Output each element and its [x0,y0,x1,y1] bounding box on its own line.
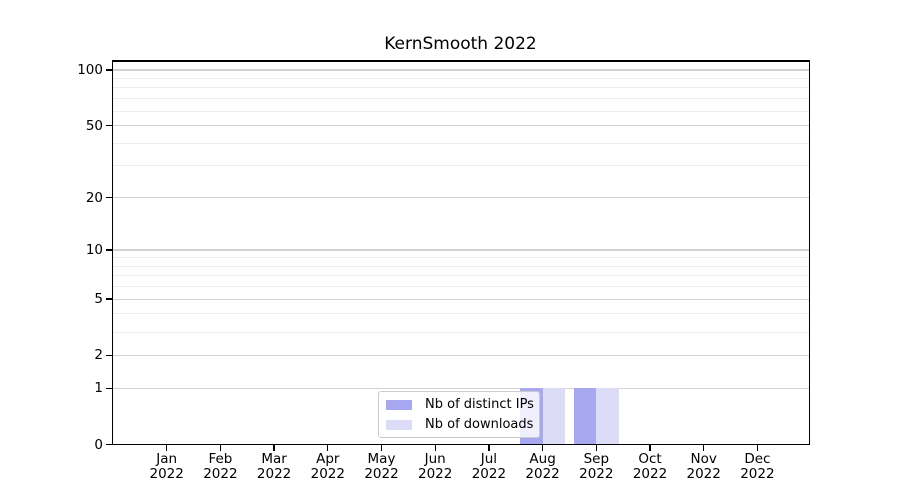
y-axis-tick [105,69,112,71]
x-axis-tick [166,445,168,452]
x-tick-label: May 2022 [364,451,399,482]
bar-sep-downloads [596,388,619,445]
minor-gridline [113,142,809,144]
x-tick-label: Sep 2022 [579,451,614,482]
x-tick-label: Dec 2022 [740,451,775,482]
major-gridline [113,249,809,251]
x-axis-tick [703,445,705,452]
left-spine [111,60,114,446]
x-tick-label: Apr 2022 [310,451,345,482]
legend-label-distinct-ips: Nb of distinct IPs [425,397,534,412]
right-spine [808,60,811,446]
y-tick-label: 100 [77,62,103,79]
y-axis-tick [105,298,112,300]
x-axis-tick [380,445,383,452]
x-axis-tick [541,445,544,452]
y-tick-label: 10 [85,241,103,258]
major-gridline [113,387,809,389]
major-gridline [113,354,809,356]
x-tick-label: Aug 2022 [525,451,560,482]
major-gridline [113,298,809,300]
minor-gridline [113,257,809,259]
legend: Nb of distinct IPs Nb of downloads [378,391,540,438]
legend-item-distinct-ips: Nb of distinct IPs [386,396,534,413]
minor-gridline [113,165,809,167]
minor-gridline [113,110,809,112]
minor-gridline [113,331,809,333]
y-axis-tick [105,196,112,199]
x-axis-tick [649,445,651,452]
y-axis-tick [105,354,112,357]
x-tick-label: Jul 2022 [471,451,507,482]
x-axis-tick [756,445,759,452]
legend-swatch-downloads-icon [386,419,412,430]
y-tick-label: 1 [94,380,103,397]
y-axis-tick [105,387,112,389]
x-axis-tick [488,445,490,452]
major-gridline [113,69,809,71]
legend-item-downloads: Nb of downloads [386,416,534,433]
x-axis-tick [273,445,275,452]
minor-gridline [113,78,809,80]
x-tick-label: Oct 2022 [632,451,668,482]
x-tick-label: Jun 2022 [418,451,453,482]
x-axis-tick [434,445,436,452]
major-gridline [113,124,809,127]
legend-label-downloads: Nb of downloads [425,417,534,432]
x-axis-tick [595,445,597,452]
bar-sep-distinct-ips [573,388,597,445]
y-axis-tick [105,443,112,446]
minor-gridline [113,286,809,288]
bar-aug-downloads [542,388,566,445]
y-tick-label: 5 [94,291,103,308]
top-spine [111,60,811,62]
x-tick-label: Jan 2022 [149,451,184,482]
minor-gridline [113,275,809,277]
x-axis-tick [327,445,329,452]
y-axis-tick [105,249,112,251]
y-tick-label: 2 [94,347,103,364]
minor-gridline [113,98,809,100]
y-axis-tick [105,124,112,127]
minor-gridline [113,313,809,315]
minor-gridline [113,265,809,267]
x-tick-label: Feb 2022 [203,451,238,482]
y-tick-label: 50 [85,117,103,134]
x-tick-label: Mar 2022 [256,451,292,482]
chart-title: KernSmooth 2022 [384,34,537,54]
legend-swatch-distinct-ips-icon [386,399,412,410]
y-tick-label: 0 [94,436,103,453]
major-gridline [113,196,809,199]
bottom-spine [111,443,811,446]
x-tick-label: Nov 2022 [686,451,721,482]
y-tick-label: 20 [85,189,103,206]
x-axis-tick [219,445,222,452]
minor-gridline [113,87,809,89]
